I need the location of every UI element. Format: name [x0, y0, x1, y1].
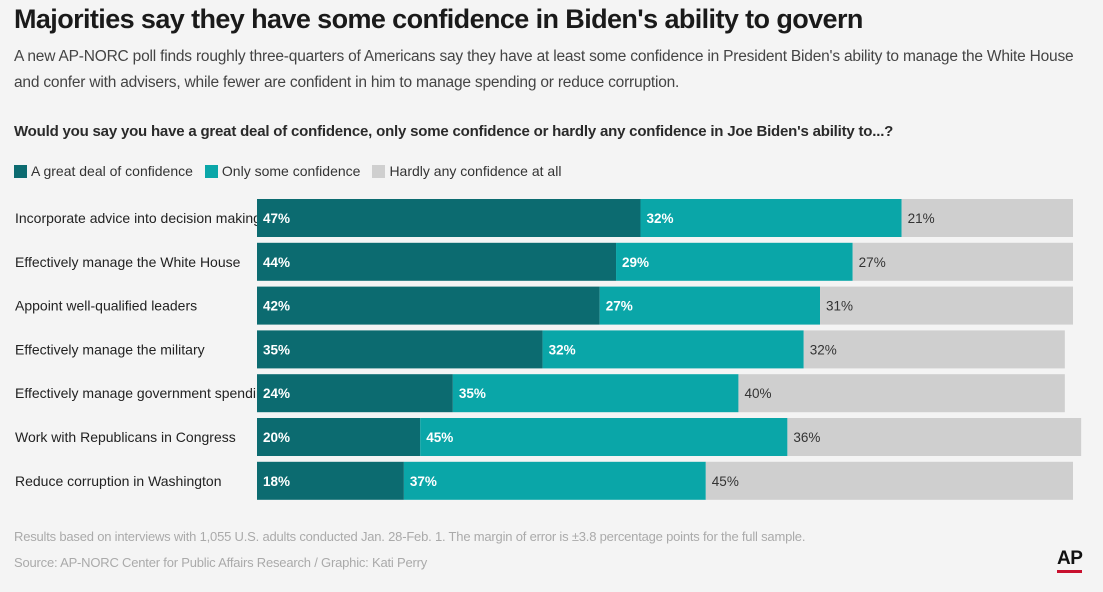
bar-segment-only-some	[640, 199, 902, 237]
legend-swatch-only-some	[204, 164, 218, 178]
data-label-great-deal: 24%	[263, 386, 290, 401]
bar-segment-hardly-any	[901, 199, 1073, 237]
chart-title: Majorities say they have some confidence…	[14, 4, 863, 34]
bar-segment-great-deal	[257, 374, 453, 413]
bar-segment-great-deal	[257, 330, 543, 369]
legend-label-hardly-any: Hardly any confidence at all	[389, 163, 562, 179]
bar-segment-hardly-any	[820, 286, 1073, 325]
data-label-hardly-any: 32%	[810, 342, 837, 357]
category-label: Effectively manage the military	[15, 341, 205, 357]
bar-segment-only-some	[542, 330, 804, 369]
bar-row-work-with-republicans-in-congress: Work with Republicans in Congress 20% 45% 3…	[15, 418, 1082, 456]
category-label: Appoint well-qualified leaders	[15, 298, 197, 314]
data-label-hardly-any: 40%	[744, 386, 771, 401]
bar-segment-only-some	[452, 374, 739, 413]
data-label-hardly-any: 27%	[859, 255, 886, 270]
bar-segment-great-deal	[257, 242, 617, 281]
category-label: Effectively manage the White House	[15, 254, 241, 270]
data-label-great-deal: 20%	[263, 430, 290, 445]
data-label-only-some: 27%	[606, 299, 633, 314]
data-label-only-some: 29%	[622, 255, 649, 270]
data-label-only-some: 35%	[459, 386, 486, 401]
bar-segment-only-some	[599, 286, 821, 325]
bar-segment-only-some	[616, 242, 853, 281]
data-label-hardly-any: 45%	[712, 474, 739, 489]
bar-segment-hardly-any	[738, 374, 1065, 413]
bar-row-effectively-manage-government-spending: Effectively manage government spending24…	[15, 374, 1065, 413]
legend-item-only-some: Only some confidence	[204, 163, 361, 179]
category-label: Work with Republicans in Congress	[15, 429, 236, 445]
bar-segment-hardly-any	[705, 461, 1073, 500]
survey-question: Would you say you have a great deal of c…	[14, 123, 894, 140]
legend-item-hardly-any: Hardly any confidence at all	[372, 163, 561, 179]
legend-item-great-deal: A great deal of confidence	[14, 163, 193, 179]
bar-segment-great-deal	[257, 199, 641, 237]
data-label-great-deal: 35%	[263, 342, 290, 357]
data-label-hardly-any: 36%	[793, 430, 820, 445]
category-label: Reduce corruption in Washington	[15, 473, 222, 489]
data-label-only-some: 37%	[410, 474, 437, 489]
bar-segment-hardly-any	[803, 330, 1065, 369]
bar-row-incorporate-advice-into-decision-making: Incorporate advice into decision making 4…	[15, 199, 1073, 237]
data-label-hardly-any: 21%	[908, 211, 935, 226]
category-label: Effectively manage government spending	[15, 385, 272, 401]
bar-row-appoint-well-qualified-leaders: Appoint well-qualified leaders 42% 27% 31%	[15, 286, 1073, 325]
data-label-only-some: 32%	[549, 342, 576, 357]
chart-subtitle: A new AP-NORC poll finds roughly three-q…	[14, 48, 1074, 91]
bar-row-effectively-manage-the-white-house: Effectively manage the White House 44% 29%…	[15, 242, 1073, 281]
source-credit: Source: AP-NORC Center for Public Affair…	[14, 555, 428, 570]
legend: A great deal of confidence Only some con…	[14, 161, 573, 181]
bar-segment-hardly-any	[852, 242, 1073, 281]
ap-logo: AP	[1057, 549, 1083, 573]
data-label-great-deal: 18%	[263, 474, 290, 489]
data-label-hardly-any: 31%	[826, 299, 853, 314]
legend-swatch-hardly-any	[372, 164, 386, 178]
legend-label-great-deal: A great deal of confidence	[31, 163, 193, 179]
data-label-great-deal: 42%	[263, 299, 290, 314]
legend-label-only-some: Only some confidence	[221, 163, 361, 179]
category-label: Incorporate advice into decision making	[15, 210, 261, 226]
bar-segment-only-some	[420, 418, 788, 456]
bar-segment-hardly-any	[787, 418, 1082, 456]
bar-segment-great-deal	[257, 418, 421, 456]
data-label-only-some: 32%	[647, 211, 674, 226]
bar-segment-great-deal	[257, 286, 600, 325]
bar-row-reduce-corruption-in-washington: Reduce corruption in Washington 18% 37% 45%	[15, 461, 1073, 500]
bar-segment-great-deal	[257, 461, 404, 500]
data-label-only-some: 45%	[426, 430, 453, 445]
bar-segment-only-some	[403, 461, 706, 500]
data-label-great-deal: 44%	[263, 255, 290, 270]
bar-row-effectively-manage-the-military: Effectively manage the military 35% 32% 32%	[15, 330, 1065, 369]
methodology-note: Results based on interviews with 1,055 U…	[14, 529, 806, 544]
legend-swatch-great-deal	[14, 164, 27, 178]
data-label-great-deal: 47%	[263, 211, 290, 226]
